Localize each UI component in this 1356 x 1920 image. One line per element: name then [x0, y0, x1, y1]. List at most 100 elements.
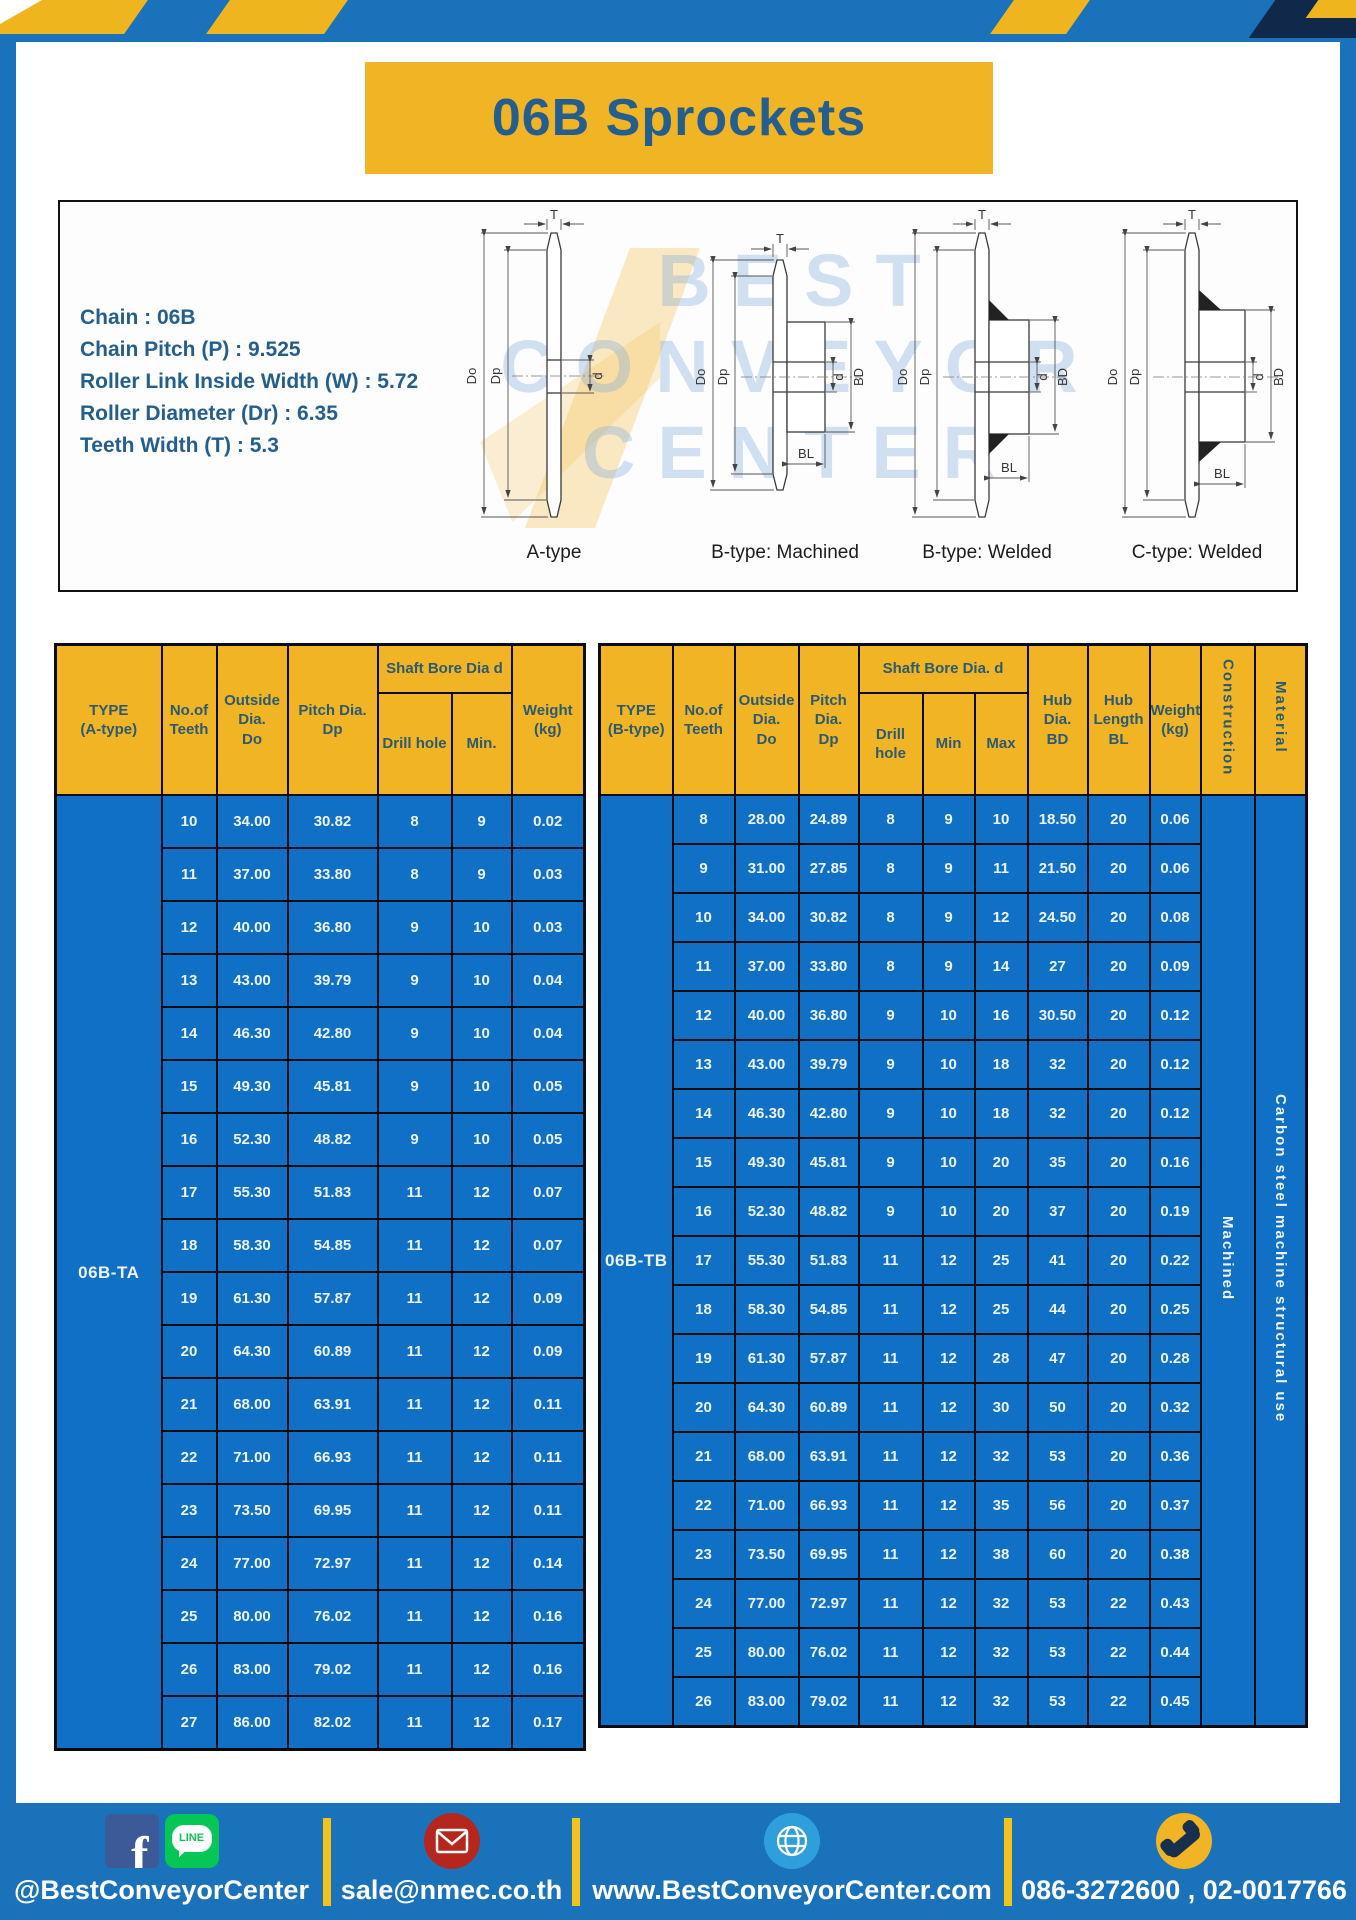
cell: 79.02 [286, 1642, 379, 1697]
cell: 8 [857, 843, 924, 894]
cell: 52.30 [733, 1186, 800, 1237]
cell: 12 [921, 1284, 976, 1335]
table-row: 19 61.30 57.87 11 12 0.09 [56, 1271, 586, 1326]
footer-email-section[interactable]: sale@nmec.co.th [331, 1803, 572, 1920]
cell: 12 [450, 1271, 513, 1326]
cell: 77.00 [733, 1578, 800, 1629]
cell: 20 [1086, 1284, 1151, 1335]
cell: 32 [1026, 1088, 1089, 1139]
col-header-outside-dia: Outside Dia. Do [215, 643, 289, 796]
footer-social-handle[interactable]: @BestConveyorCenter [14, 1875, 309, 1905]
cell: 0.37 [1148, 1480, 1202, 1531]
cell: 12 [450, 1536, 513, 1591]
cell: 9 [857, 990, 924, 1041]
footer-divider [323, 1817, 331, 1906]
footer-phone[interactable]: 086-3272600 , 02-0017766 [1021, 1875, 1347, 1905]
cell: 12 [921, 1382, 976, 1433]
cell: 11 [857, 1529, 924, 1580]
cell: 48.82 [286, 1112, 379, 1167]
cell: 12 [450, 1324, 513, 1379]
col-header-construction: Construction [1199, 643, 1256, 796]
globe-icon[interactable] [764, 1813, 820, 1869]
page-title: 06B Sprockets [491, 89, 867, 147]
dim-label-bd: BD [851, 368, 866, 386]
cell: 49.30 [215, 1059, 289, 1114]
cell: 12 [450, 1430, 513, 1485]
spec-line: Roller Link Inside Width (W) : 5.72 [80, 370, 419, 393]
cell: 11 [857, 1627, 924, 1678]
cell: 32 [973, 1431, 1029, 1482]
cell: 0.12 [1148, 1088, 1202, 1139]
email-icon[interactable] [423, 1813, 480, 1869]
figure-b-type-machined: T Do Dp d BD BL B-type: Machined [685, 210, 885, 564]
cell: 86.00 [215, 1695, 289, 1751]
cell: 20 [973, 1186, 1029, 1237]
cell: 9 [857, 1039, 924, 1090]
cell: 15 [160, 1059, 218, 1114]
footer-phone-section[interactable]: 086-3272600 , 02-0017766 [1012, 1803, 1356, 1920]
dim-label-do: Do [693, 369, 708, 386]
cell: 30.50 [1026, 990, 1089, 1041]
cell: 11 [857, 1431, 924, 1482]
footer-website-section[interactable]: www.BestConveyorCenter.com [580, 1803, 1004, 1920]
cell: 0.07 [510, 1165, 586, 1220]
cell: 60 [1026, 1529, 1089, 1580]
cell: 71.00 [215, 1430, 289, 1485]
table-row: 12 40.00 36.80 9 10 16 30.50 20 0.12 [600, 990, 1307, 1041]
cell: 30.82 [286, 794, 379, 849]
cell: 16 [160, 1112, 218, 1167]
cell: 34.00 [215, 794, 289, 849]
table-row: 16 52.30 48.82 9 10 0.05 [56, 1112, 586, 1167]
cell: 12 [450, 1589, 513, 1644]
sheet: 06B Sprockets BEST CONVEYOR CENTER Chain… [16, 42, 1340, 1803]
cell: 41 [1026, 1235, 1089, 1286]
cell: 22 [671, 1480, 736, 1531]
cell: 83.00 [733, 1676, 800, 1728]
table-row: 17 55.30 51.83 11 12 25 41 20 0.22 [600, 1235, 1307, 1286]
cell: 27 [1026, 941, 1089, 992]
cell: 14 [160, 1006, 218, 1061]
cell: 66.93 [797, 1480, 860, 1531]
footer-social-section[interactable]: f LINE @BestConveyorCenter [0, 1803, 323, 1920]
col-header-min: Min. [450, 692, 513, 796]
cell: 0.16 [510, 1589, 586, 1644]
cell: 9 [921, 843, 976, 894]
cell: 9 [376, 900, 453, 955]
cell: 9 [671, 843, 736, 894]
cell: 57.87 [797, 1333, 860, 1384]
table-row: 9 31.00 27.85 8 9 11 21.50 20 0.06 [600, 843, 1307, 894]
cell: 42.80 [286, 1006, 379, 1061]
cell: 11 [376, 1536, 453, 1591]
table-b-body: 06B-TB 8 28.00 24.89 8 9 10 18.50 20 0.06 Machined… [598, 794, 1308, 1728]
cell: 9 [450, 794, 513, 849]
cell: 10 [973, 794, 1029, 845]
table-a-header: TYPE (A-type) No.of Teeth Outside Dia. D… [54, 643, 586, 796]
cell: 11 [857, 1333, 924, 1384]
cell: 14 [973, 941, 1029, 992]
cell: 53 [1026, 1627, 1089, 1678]
cell: 9 [921, 794, 976, 845]
footer-email[interactable]: sale@nmec.co.th [340, 1875, 563, 1905]
footer-divider [1004, 1817, 1012, 1906]
phone-icon[interactable] [1156, 1813, 1212, 1869]
cell: 40.00 [215, 900, 289, 955]
cell: 9 [376, 1006, 453, 1061]
cell: 20 [1086, 1137, 1151, 1188]
dim-label-t: T [776, 231, 784, 246]
cell: 10 [921, 1137, 976, 1188]
cell: 11 [973, 843, 1029, 894]
construction-value-cell: Machined [1199, 794, 1256, 1728]
dim-label-bl: BL [798, 446, 814, 461]
cell: 22 [1086, 1627, 1151, 1678]
cell: 0.03 [510, 847, 586, 902]
cell: 10 [671, 892, 736, 943]
cell: 32 [1026, 1039, 1089, 1090]
dim-label-dp: Dp [1127, 369, 1142, 386]
cell: 10 [921, 1186, 976, 1237]
cell: 31.00 [733, 843, 800, 894]
facebook-icon[interactable]: f [104, 1814, 159, 1868]
cell: 26 [160, 1642, 218, 1697]
line-icon[interactable]: LINE [164, 1814, 219, 1868]
footer-website[interactable]: www.BestConveyorCenter.com [592, 1875, 992, 1905]
